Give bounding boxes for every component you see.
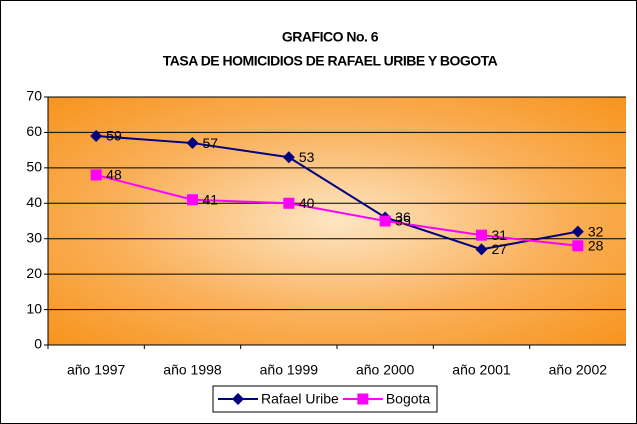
marker [90, 129, 103, 142]
marker [187, 194, 198, 206]
data-label: 53 [299, 149, 315, 165]
marker [283, 197, 295, 209]
line [95, 173, 578, 247]
y-tick-label: 70 [26, 88, 42, 104]
x-tick-label: año 1997 [67, 362, 126, 378]
data-label: 40 [299, 195, 315, 211]
marker [476, 229, 487, 241]
y-tick-label: 40 [26, 194, 42, 210]
marker [90, 169, 102, 181]
x-tick-label: año 2002 [549, 362, 608, 378]
x-tick-label: año 2000 [356, 362, 415, 378]
marker [475, 243, 488, 256]
data-label: 59 [106, 128, 122, 144]
data-label: 57 [203, 135, 219, 151]
data-label: 36 [395, 209, 411, 225]
chart-title: GRAFICO No. 6 [282, 29, 379, 45]
y-tick-label: 0 [34, 336, 42, 352]
data-label: 48 [106, 167, 122, 183]
y-tick-label: 20 [26, 265, 42, 281]
legend-label: Bogota [386, 391, 431, 407]
marker [282, 151, 295, 164]
line [96, 134, 579, 251]
marker [572, 240, 584, 252]
plot-area [48, 97, 626, 345]
data-label: 35 [395, 213, 411, 229]
data-label: 41 [203, 191, 219, 207]
y-tick-label: 60 [26, 123, 42, 139]
data-label: 31 [492, 227, 508, 243]
x-tick-label: año 1998 [163, 362, 222, 378]
y-tick-label: 30 [26, 229, 42, 245]
data-label: 32 [588, 223, 604, 239]
marker [379, 215, 391, 227]
x-tick-label: año 2001 [452, 362, 511, 378]
y-tick-label: 50 [26, 159, 42, 175]
data-label: 27 [492, 241, 508, 257]
x-tick-label: año 1999 [260, 362, 319, 378]
marker [571, 225, 584, 238]
marker [357, 393, 369, 405]
data-label: 28 [588, 238, 604, 254]
marker [186, 137, 199, 150]
chart-subtitle: TASA DE HOMICIDIOS DE RAFAEL URIBE Y BOG… [163, 53, 498, 69]
y-tick-label: 10 [26, 300, 42, 316]
legend-label: Rafael Uribe [261, 391, 339, 407]
marker [232, 393, 244, 405]
